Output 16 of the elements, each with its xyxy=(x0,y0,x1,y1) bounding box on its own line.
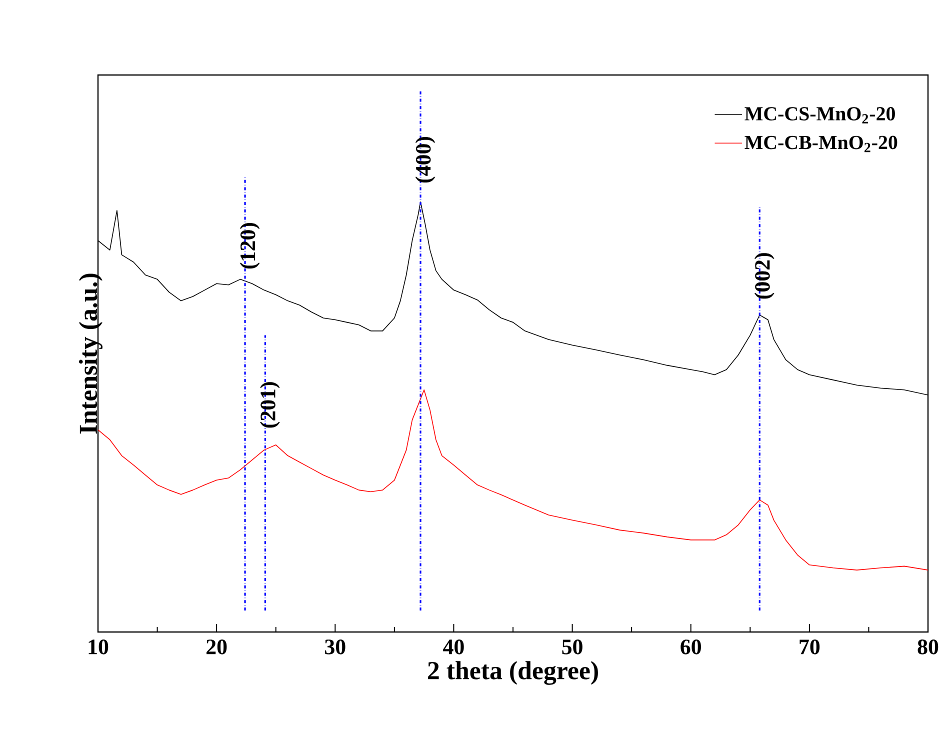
legend-label: MC-CB-MnO$_{2}$-20 xyxy=(744,136,898,152)
x-tick-label: 30 xyxy=(325,640,346,654)
annotation: (400) xyxy=(415,136,436,183)
x-axis-title: 2 theta (degree) xyxy=(428,661,598,685)
x-tick-label: 10 xyxy=(88,640,108,654)
y-axis-title: Intensity (a.u.) xyxy=(78,274,102,434)
x-tick-label: 40 xyxy=(443,640,464,654)
x-tick-label: 60 xyxy=(680,640,701,654)
annotation: (120) xyxy=(240,222,260,269)
x-tick-label: 50 xyxy=(562,640,582,654)
legend-label: MC-CS-MnO$_{2}$-20 xyxy=(744,107,895,124)
annotation: (002) xyxy=(754,253,774,299)
annotation: (201) xyxy=(260,382,280,428)
x-tick-label: 20 xyxy=(206,640,227,654)
x-tick-label: 80 xyxy=(918,640,938,654)
x-tick-label: 70 xyxy=(800,640,820,654)
